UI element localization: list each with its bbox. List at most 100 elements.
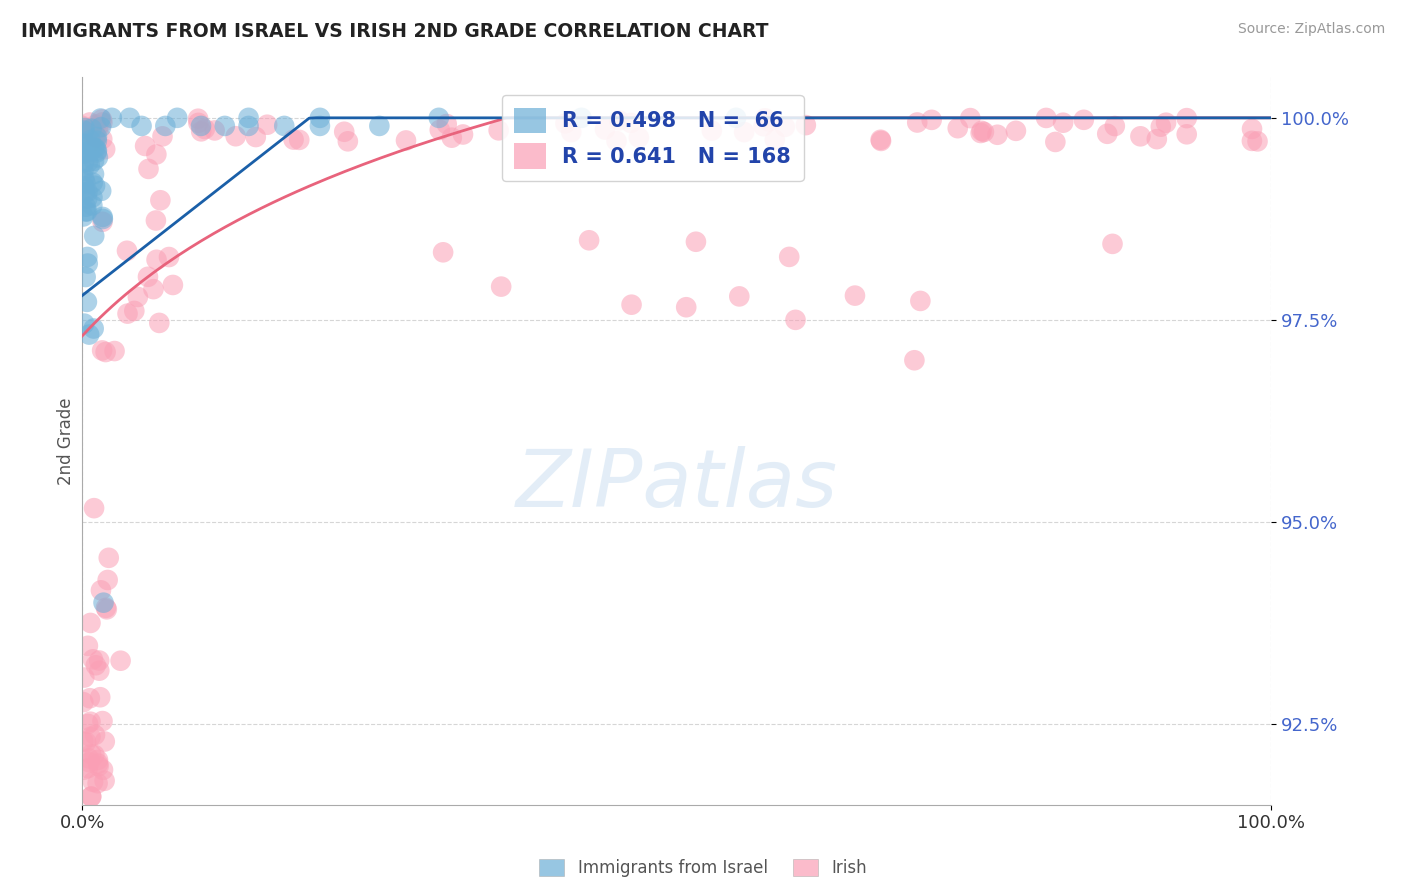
Point: [488, 123, 510, 137]
Point: [187, 116, 209, 130]
Point: [73, 120, 96, 135]
Point: [76, 185, 98, 199]
Point: [80, 789, 103, 804]
Point: [72, 210, 94, 224]
Point: [75, 200, 97, 214]
Point: [145, 147, 167, 161]
Point: [84, 141, 107, 155]
Point: [273, 119, 295, 133]
Point: [157, 250, 180, 264]
Point: [607, 113, 630, 128]
Point: [84, 130, 107, 145]
Point: [75, 145, 97, 160]
Point: [80, 124, 103, 138]
Point: [75, 176, 97, 190]
Point: [79, 120, 101, 135]
Point: [578, 233, 600, 247]
Point: [554, 116, 576, 130]
Point: [190, 124, 212, 138]
Point: [86, 776, 108, 790]
Point: [959, 111, 981, 125]
Point: [73, 671, 96, 685]
Point: [973, 125, 995, 139]
Point: [145, 213, 167, 227]
Point: [82, 198, 104, 212]
Point: [83, 501, 105, 516]
Point: [94, 142, 117, 156]
Point: [336, 134, 359, 148]
Point: [84, 658, 107, 673]
Point: [86, 144, 108, 158]
Point: [82, 775, 104, 789]
Point: [187, 112, 209, 126]
Point: [87, 121, 110, 136]
Point: [429, 123, 451, 137]
Point: [309, 119, 332, 133]
Point: [79, 115, 101, 129]
Point: [79, 615, 101, 630]
Point: [127, 290, 149, 304]
Point: [72, 734, 94, 748]
Point: [91, 115, 114, 129]
Point: [94, 600, 117, 615]
Legend: Immigrants from Israel, Irish: Immigrants from Israel, Irish: [533, 852, 873, 884]
Point: [75, 204, 97, 219]
Point: [1175, 128, 1198, 142]
Point: [238, 119, 260, 133]
Point: [440, 130, 463, 145]
Point: [79, 691, 101, 706]
Point: [94, 734, 117, 748]
Point: [155, 119, 177, 133]
Point: [73, 123, 96, 137]
Point: [778, 250, 800, 264]
Point: [986, 128, 1008, 142]
Point: [93, 596, 115, 610]
Point: [82, 176, 104, 190]
Point: [73, 172, 96, 186]
Point: [969, 126, 991, 140]
Point: [79, 158, 101, 172]
Point: [83, 141, 105, 155]
Point: [627, 130, 650, 145]
Text: Source: ZipAtlas.com: Source: ZipAtlas.com: [1237, 22, 1385, 37]
Point: [905, 115, 928, 129]
Point: [593, 122, 616, 136]
Point: [333, 125, 356, 139]
Point: [162, 277, 184, 292]
Point: [86, 134, 108, 148]
Point: [96, 602, 118, 616]
Point: [675, 300, 697, 314]
Point: [91, 210, 114, 224]
Point: [80, 789, 103, 804]
Point: [225, 129, 247, 144]
Point: [214, 119, 236, 133]
Point: [194, 122, 217, 136]
Point: [76, 204, 98, 219]
Point: [1240, 134, 1263, 148]
Point: [73, 155, 96, 169]
Y-axis label: 2nd Grade: 2nd Grade: [58, 397, 75, 485]
Point: [794, 118, 817, 132]
Point: [83, 126, 105, 140]
Point: [76, 250, 98, 264]
Point: [1035, 111, 1057, 125]
Point: [75, 121, 97, 136]
Point: [432, 245, 454, 260]
Point: [79, 133, 101, 147]
Point: [80, 121, 103, 136]
Point: [605, 134, 627, 148]
Point: [87, 759, 110, 773]
Point: [152, 129, 174, 144]
Point: [91, 211, 114, 226]
Point: [758, 114, 780, 128]
Point: [97, 573, 120, 587]
Point: [84, 178, 107, 193]
Point: [1101, 236, 1123, 251]
Point: [166, 111, 188, 125]
Point: [763, 133, 786, 147]
Point: [117, 307, 139, 321]
Point: [283, 132, 305, 146]
Point: [733, 125, 755, 139]
Point: [436, 117, 458, 131]
Point: [79, 730, 101, 744]
